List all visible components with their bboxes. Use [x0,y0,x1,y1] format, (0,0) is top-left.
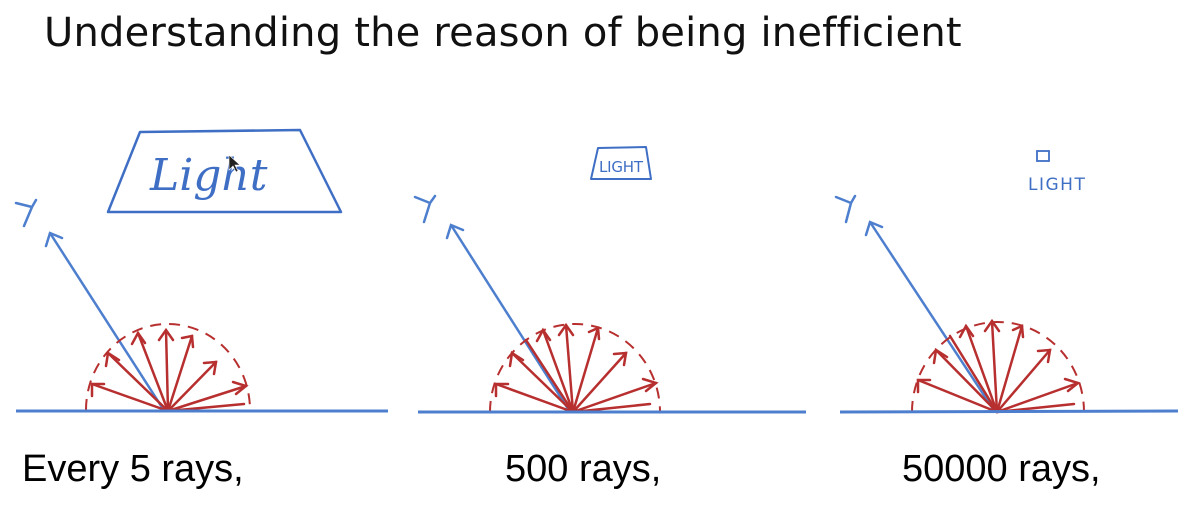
caption-panel-3: 50000 rays, [902,448,1101,490]
hemisphere-outline [911,321,1085,413]
sample-rays [90,327,249,413]
caption-panel-1: Every 5 rays, [22,448,244,490]
cursor-icon [228,154,241,173]
ground-line [839,409,1179,414]
panel-3: LIGHT [834,150,1179,414]
hemisphere-outline [85,323,251,411]
sample-rays [494,322,659,414]
sample-rays [916,318,1081,414]
light-label-small: LIGHT [1028,175,1086,195]
view-ray [48,232,167,413]
view-ray-arrowhead [445,223,465,240]
panel-1: Light [14,128,388,413]
view-ray-arrowhead [44,231,64,248]
light-label-large: Light [149,150,268,201]
eye-icon [14,198,38,228]
light-source-large [106,128,343,214]
light-label-medium: LIGHT [599,158,644,176]
view-ray-arrowhead [864,220,884,237]
hemisphere-outline [489,323,661,413]
caption-panel-2: 500 rays, [505,448,662,490]
view-ray [868,221,997,413]
eye-icon [834,194,857,224]
eye-icon [413,194,437,224]
light-source-medium [590,146,652,180]
slide-title: Understanding the reason of being ineffi… [44,10,962,56]
view-ray [449,224,572,413]
light-source-small [1036,150,1050,162]
panel-2: LIGHT [413,146,806,414]
